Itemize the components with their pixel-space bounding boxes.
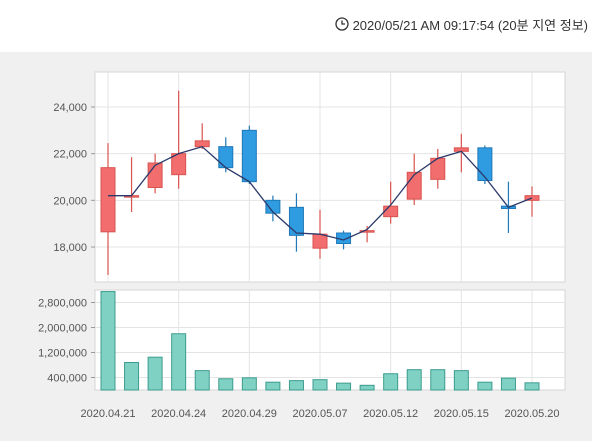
volume-y-tick-label: 2,000,000	[38, 323, 87, 335]
x-tick-label: 2020.05.20	[504, 408, 559, 420]
volume-y-tick-label: 2,800,000	[38, 298, 87, 310]
volume-bar	[359, 384, 375, 391]
volume-bar	[453, 370, 469, 391]
volume-bar	[406, 369, 422, 391]
candle-body	[383, 205, 399, 218]
volume-bar	[524, 382, 540, 391]
price-y-tick-label: 20,000	[53, 195, 87, 207]
volume-bar	[171, 333, 187, 391]
volume-bar	[288, 380, 304, 391]
volume-bar	[477, 381, 493, 391]
volume-bar	[241, 377, 257, 391]
candle-body	[406, 171, 422, 200]
candle-body	[100, 167, 116, 233]
clock-icon	[334, 17, 349, 31]
timestamp-bar: 2020/05/21 AM 09:17:54 (20분 지연 정보)	[334, 14, 588, 34]
price-y-tick-label: 18,000	[53, 242, 87, 254]
candle-body	[194, 140, 210, 148]
x-tick-label: 2020.04.29	[222, 408, 277, 420]
chart-panel: 18,000 20,000 22,000 24,000 400,000 1,200,000…	[0, 52, 592, 441]
volume-bar	[430, 369, 446, 391]
candle-body	[359, 230, 375, 233]
x-tick-label: 2020.05.12	[363, 408, 418, 420]
volume-bar	[147, 356, 163, 391]
candle-body	[147, 162, 163, 188]
price-y-tick-label: 24,000	[53, 102, 87, 114]
volume-plot-area	[94, 289, 566, 391]
timestamp-text: 2020/05/21 AM 09:17:54 (20분 지연 정보)	[352, 17, 588, 33]
candle-body	[288, 206, 304, 236]
candle-body	[265, 199, 281, 214]
x-tick-label: 2020.04.21	[80, 408, 135, 420]
price-line-series	[108, 145, 533, 241]
x-tick-label: 2020.04.24	[151, 408, 206, 420]
x-tick-label: 2020.05.07	[292, 408, 347, 420]
volume-bar	[100, 291, 116, 391]
volume-bar	[336, 382, 352, 391]
volume-bar	[500, 377, 516, 391]
volume-bar	[218, 378, 234, 391]
volume-y-tick-label: 400,000	[47, 373, 87, 385]
price-plot-area	[94, 71, 566, 283]
stock-chart: 18,000 20,000 22,000 24,000 400,000 1,200,000…	[38, 71, 566, 420]
volume-bar	[265, 381, 281, 391]
candle-body	[477, 147, 493, 182]
candle-body	[218, 146, 234, 169]
candle-body	[241, 129, 257, 183]
volume-y-tick-label: 1,200,000	[38, 348, 87, 360]
volume-bar	[124, 362, 140, 391]
volume-bar	[312, 379, 328, 391]
volume-bar	[194, 370, 210, 391]
candle-body	[312, 233, 328, 249]
x-tick-label: 2020.05.15	[434, 408, 489, 420]
volume-bar	[383, 373, 399, 391]
price-y-tick-label: 22,000	[53, 149, 87, 161]
